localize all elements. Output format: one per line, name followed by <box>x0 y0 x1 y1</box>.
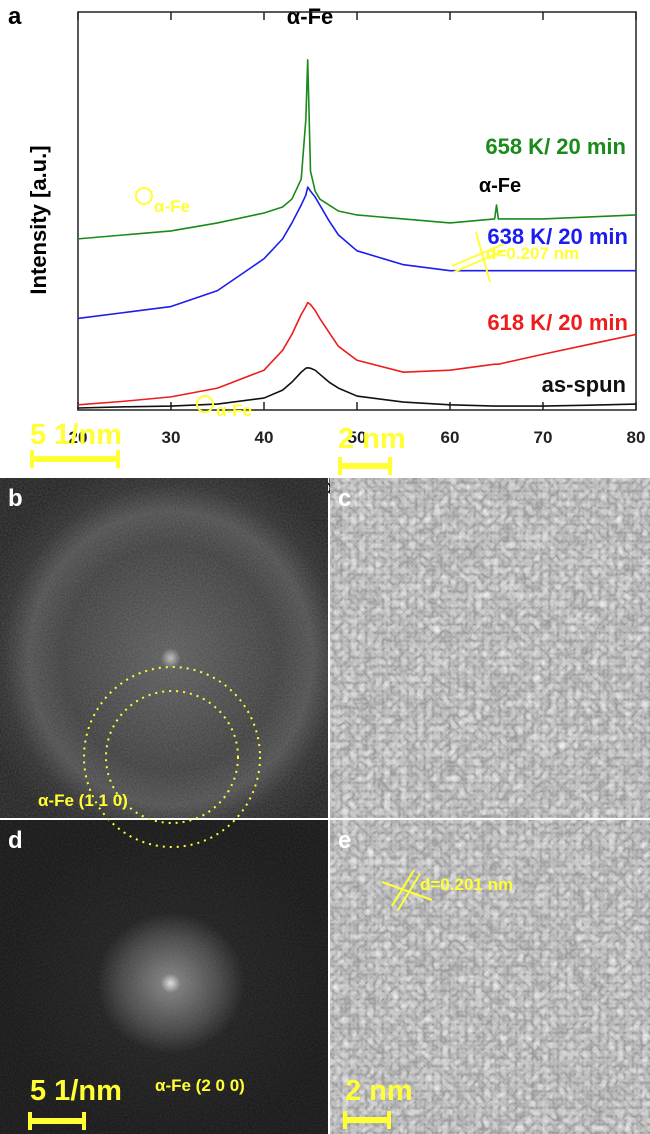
series-label: 658 K/ 20 min <box>485 134 626 159</box>
d-spacing-label: d=0.207 nm <box>486 244 579 263</box>
x-tick-label: 70 <box>534 428 553 447</box>
spot-label: α-Fe <box>216 401 252 420</box>
x-tick-label: 60 <box>441 428 460 447</box>
scale-bar <box>338 463 392 469</box>
scale-label: 2 nm <box>338 423 406 455</box>
ring-label: α-Fe (2 0 0) <box>155 1076 245 1095</box>
image-noise <box>0 478 328 818</box>
fringe-arrow <box>381 881 433 901</box>
scale-bar-end <box>116 450 120 468</box>
panel-b: b α-Fe α-Fe 5 1/nm <box>0 187 328 818</box>
scale-bar-end <box>82 1112 86 1130</box>
panel-e: e d=0.201 nm 2 nm <box>330 820 650 1134</box>
xrd-curve <box>77 367 637 409</box>
series-label: 618 K/ 20 min <box>487 310 628 335</box>
scale-bar <box>30 456 120 462</box>
fringe-line <box>391 869 415 907</box>
x-tick-label: 80 <box>627 428 646 447</box>
scale-label: 5 1/nm <box>30 419 122 451</box>
annotation: α-Fe <box>479 175 521 197</box>
d-spacing-label: d=0.201 nm <box>420 875 513 894</box>
xrd-curve <box>77 186 636 320</box>
panel-d: d α-Fe (1 1 0) α-Fe (2 0 0) 5 1/nm <box>0 666 328 1134</box>
panel-letter: a <box>8 3 22 30</box>
x-tick-label: 40 <box>255 428 274 447</box>
x-tick-label: 30 <box>162 428 181 447</box>
panel-letter: d <box>8 827 23 854</box>
panel-letter: b <box>8 485 23 512</box>
scale-bar <box>343 1117 391 1123</box>
scale-bar-end <box>28 1112 32 1130</box>
ring-110 <box>105 690 239 824</box>
scale-bar-end <box>338 457 342 475</box>
fringe-line <box>451 243 505 267</box>
tem-image <box>330 820 650 1134</box>
xrd-chart: a 2θ [deg] Intensity [a.u.] α-Fe α-Fe 65… <box>8 3 645 499</box>
scale-bar-end <box>387 1111 391 1129</box>
x-tick-label: 20 <box>69 428 88 447</box>
scale-bar <box>28 1118 86 1124</box>
panel-letter: e <box>338 827 351 854</box>
annotation: α-Fe <box>287 4 334 29</box>
fringe-line <box>453 249 507 273</box>
panel-c: c d=0.207 nm 2 nm <box>330 231 650 818</box>
spot-marker <box>135 187 153 205</box>
xrd-curve <box>77 58 637 240</box>
spot-marker <box>196 395 214 413</box>
spot-label: α-Fe <box>154 197 190 216</box>
scale-label: 5 1/nm <box>30 1075 122 1107</box>
panel-letter: c <box>338 485 351 512</box>
scale-label: 2 nm <box>345 1075 413 1107</box>
series-label: 638 K/ 20 min <box>487 224 628 249</box>
scale-bar-end <box>343 1111 347 1129</box>
image-noise <box>0 820 328 1134</box>
ring-200 <box>83 666 261 848</box>
ring-label: α-Fe (1 1 0) <box>38 791 128 810</box>
tem-image <box>330 478 650 818</box>
x-tick-label: 50 <box>348 428 367 447</box>
series-label: as-spun <box>542 372 626 397</box>
scale-bar-end <box>30 450 34 468</box>
xrd-curve <box>77 301 637 406</box>
y-axis-label: Intensity [a.u.] <box>26 145 51 294</box>
scale-bar-end <box>388 457 392 475</box>
fringe-arrow <box>475 231 491 283</box>
